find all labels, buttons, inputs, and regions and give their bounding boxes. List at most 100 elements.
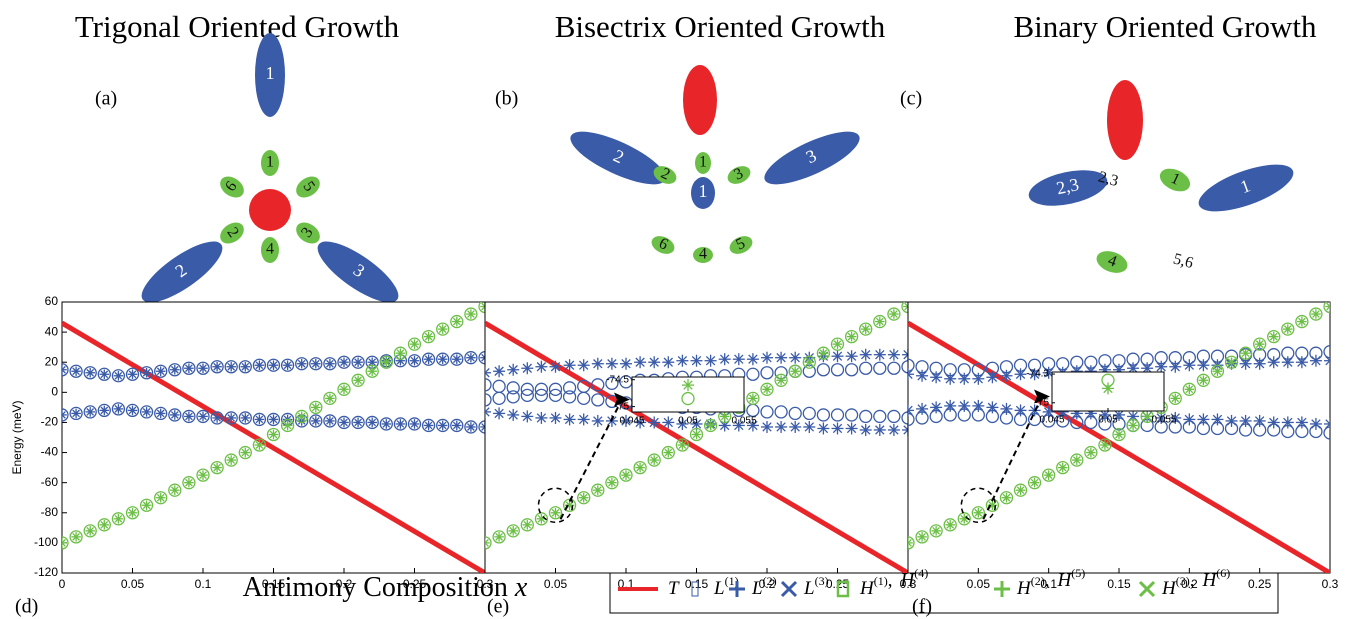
x-tick-label: 0 xyxy=(59,577,66,591)
data-point xyxy=(296,358,308,370)
legend-sup: (3) xyxy=(815,574,829,588)
data-point xyxy=(70,531,82,543)
data-point xyxy=(465,352,477,364)
data-point xyxy=(451,316,463,328)
data-point xyxy=(691,355,703,367)
data-point xyxy=(84,406,96,418)
data-point xyxy=(775,352,787,364)
data-point xyxy=(916,370,928,382)
data-point xyxy=(225,454,237,466)
panel-title: Binary Oriented Growth xyxy=(1013,9,1317,44)
data-point xyxy=(719,353,731,365)
data-point xyxy=(521,519,533,531)
x-axis-label-var: x xyxy=(514,572,528,603)
data-point xyxy=(634,356,646,368)
data-point xyxy=(648,416,660,428)
data-point xyxy=(620,358,632,370)
data-point xyxy=(1085,447,1097,459)
data-point xyxy=(832,338,844,350)
data-point xyxy=(1254,358,1266,370)
data-point xyxy=(352,374,364,386)
data-point xyxy=(1169,392,1181,404)
data-point xyxy=(183,362,195,374)
data-point xyxy=(564,413,576,425)
data-point xyxy=(253,439,265,451)
data-point xyxy=(1155,361,1167,373)
data-point xyxy=(916,531,928,543)
data-point xyxy=(705,355,717,367)
inset-y-tick-label: -74.5 xyxy=(606,374,629,385)
inset-x-tick-label: 0.05 xyxy=(678,416,698,427)
valley-label: 1 xyxy=(266,63,275,83)
data-point xyxy=(352,356,364,368)
y-tick-label: -120 xyxy=(34,565,58,579)
data-point xyxy=(648,356,660,368)
data-point xyxy=(606,358,618,370)
data-point xyxy=(1071,454,1083,466)
data-point xyxy=(380,356,392,368)
data-point xyxy=(366,365,378,377)
data-point xyxy=(493,365,505,377)
data-point xyxy=(141,367,153,379)
data-point xyxy=(1226,356,1238,368)
data-point xyxy=(282,419,294,431)
data-point xyxy=(197,469,209,481)
data-point xyxy=(268,413,280,425)
red-valley xyxy=(683,65,717,135)
data-point xyxy=(338,356,350,368)
data-point xyxy=(127,404,139,416)
data-point xyxy=(535,361,547,373)
data-point xyxy=(211,361,223,373)
y-tick-label: 20 xyxy=(45,354,59,368)
valley-label: 1 xyxy=(699,154,707,171)
data-point xyxy=(409,338,421,350)
data-point xyxy=(747,353,759,365)
data-point xyxy=(817,347,829,359)
data-point xyxy=(169,484,181,496)
data-point xyxy=(197,362,209,374)
data-point xyxy=(521,362,533,374)
legend-base: H xyxy=(1056,570,1072,591)
data-point xyxy=(860,323,872,335)
data-point xyxy=(733,353,745,365)
data-point xyxy=(70,407,82,419)
legend-base: H xyxy=(1201,570,1217,591)
data-point xyxy=(550,412,562,424)
data-point xyxy=(832,422,844,434)
data-point xyxy=(1268,356,1280,368)
x-tick-label: 0.25 xyxy=(1248,577,1272,591)
data-point xyxy=(662,416,674,428)
data-point xyxy=(169,364,181,376)
x-tick-label: 0.15 xyxy=(262,577,286,591)
data-point xyxy=(394,418,406,430)
data-point xyxy=(578,413,590,425)
data-point xyxy=(1324,355,1336,367)
data-point xyxy=(846,350,858,362)
data-point xyxy=(606,477,618,489)
data-point xyxy=(1240,347,1252,359)
data-point xyxy=(1183,383,1195,395)
data-point xyxy=(888,424,900,436)
data-point xyxy=(860,349,872,361)
data-point xyxy=(1043,469,1055,481)
data-point xyxy=(155,492,167,504)
data-point xyxy=(874,316,886,328)
red-valley xyxy=(249,189,291,231)
data-point xyxy=(183,410,195,422)
y-tick-label: -80 xyxy=(41,505,59,519)
data-point xyxy=(1268,331,1280,343)
data-point xyxy=(98,519,110,531)
data-point xyxy=(550,361,562,373)
data-point xyxy=(84,367,96,379)
data-point xyxy=(225,412,237,424)
data-point xyxy=(1197,359,1209,371)
legend-separator: , xyxy=(1045,570,1050,591)
x-tick-label: 0.05 xyxy=(544,577,568,591)
x-tick-label: 0.15 xyxy=(685,577,709,591)
x-tick-label: 0.15 xyxy=(1107,577,1131,591)
valley-label: 1 xyxy=(699,181,708,201)
data-point xyxy=(380,418,392,430)
data-point xyxy=(310,358,322,370)
data-point xyxy=(1296,356,1308,368)
data-point xyxy=(409,418,421,430)
